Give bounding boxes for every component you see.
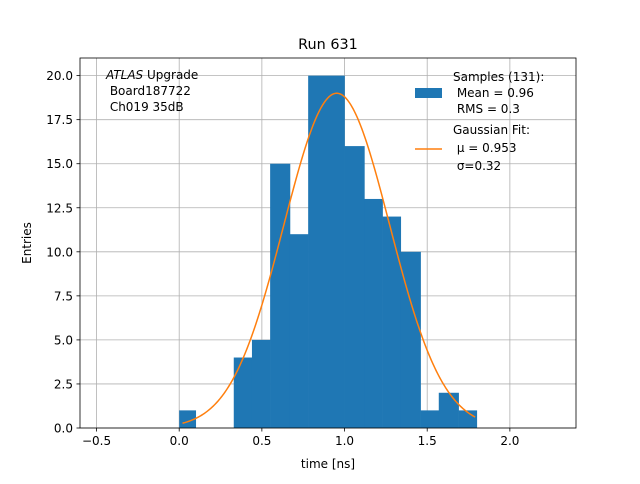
histogram-bar bbox=[251, 339, 271, 428]
x-axis-ticks: −0.5 0.0 0.5 1.0 1.5 2.0 bbox=[82, 428, 519, 448]
gaussian-fit-line bbox=[182, 92, 476, 424]
histogram-bar bbox=[438, 392, 459, 428]
x-tick-label: 1.5 bbox=[418, 434, 437, 448]
plot-frame bbox=[79, 57, 577, 429]
histogram-bar bbox=[364, 198, 383, 428]
histogram-bar bbox=[308, 75, 345, 428]
y-axis-label: Entries bbox=[20, 222, 34, 264]
x-tick-label: 0.0 bbox=[170, 434, 189, 448]
y-tick-label: 17.5 bbox=[46, 113, 73, 127]
annotation-atlas-text: ATLAS bbox=[105, 68, 144, 82]
y-tick-label: 0.0 bbox=[54, 422, 73, 436]
y-tick-label: 7.5 bbox=[54, 289, 73, 303]
histogram-bar bbox=[400, 251, 421, 428]
histogram-bar bbox=[270, 163, 291, 428]
y-tick-label: 12.5 bbox=[46, 201, 73, 215]
y-tick-label: 20.0 bbox=[46, 69, 73, 83]
annotation-line-1: ATLAS Upgrade bbox=[105, 68, 198, 82]
x-tick-label: 2.0 bbox=[500, 434, 519, 448]
y-tick-label: 5.0 bbox=[54, 333, 73, 347]
histogram-bar bbox=[420, 410, 440, 428]
y-axis-ticks: 0.0 2.5 5.0 7.5 10.0 12.5 15.0 17.5 20.0 bbox=[46, 69, 80, 436]
x-tick-label: −0.5 bbox=[82, 434, 111, 448]
chart-title: Run 631 bbox=[298, 37, 358, 53]
legend-fit-title: Gaussian Fit: bbox=[453, 123, 530, 137]
x-axis-label: time [ns] bbox=[301, 457, 355, 471]
legend: Samples (131): Mean = 0.96 RMS = 0.3 Gau… bbox=[415, 70, 544, 173]
legend-samples-label: Samples (131): bbox=[453, 70, 544, 84]
legend-fit-mu: μ = 0.953 bbox=[453, 141, 517, 155]
y-tick-label: 15.0 bbox=[46, 157, 73, 171]
annotation-upgrade-text: Upgrade bbox=[143, 68, 198, 82]
histogram-bar bbox=[289, 234, 309, 428]
legend-mean-label: Mean = 0.96 bbox=[453, 86, 534, 100]
legend-histogram-swatch bbox=[415, 88, 442, 98]
annotation-line-3: Ch019 35dB bbox=[106, 100, 184, 114]
histogram-bar bbox=[344, 146, 365, 428]
legend-fit-sigma: σ=0.32 bbox=[453, 159, 501, 173]
histogram-bar bbox=[233, 357, 253, 428]
histogram-bar bbox=[382, 216, 402, 428]
y-tick-label: 2.5 bbox=[54, 377, 73, 391]
atlas-annotation: ATLAS Upgrade Board187722 Ch019 35dB bbox=[105, 68, 198, 114]
x-tick-label: 0.5 bbox=[252, 434, 271, 448]
annotation-line-2: Board187722 bbox=[106, 84, 191, 98]
legend-rms-label: RMS = 0.3 bbox=[453, 102, 520, 116]
histogram-bars bbox=[179, 75, 478, 428]
y-tick-label: 10.0 bbox=[46, 245, 73, 259]
x-tick-label: 1.0 bbox=[335, 434, 354, 448]
